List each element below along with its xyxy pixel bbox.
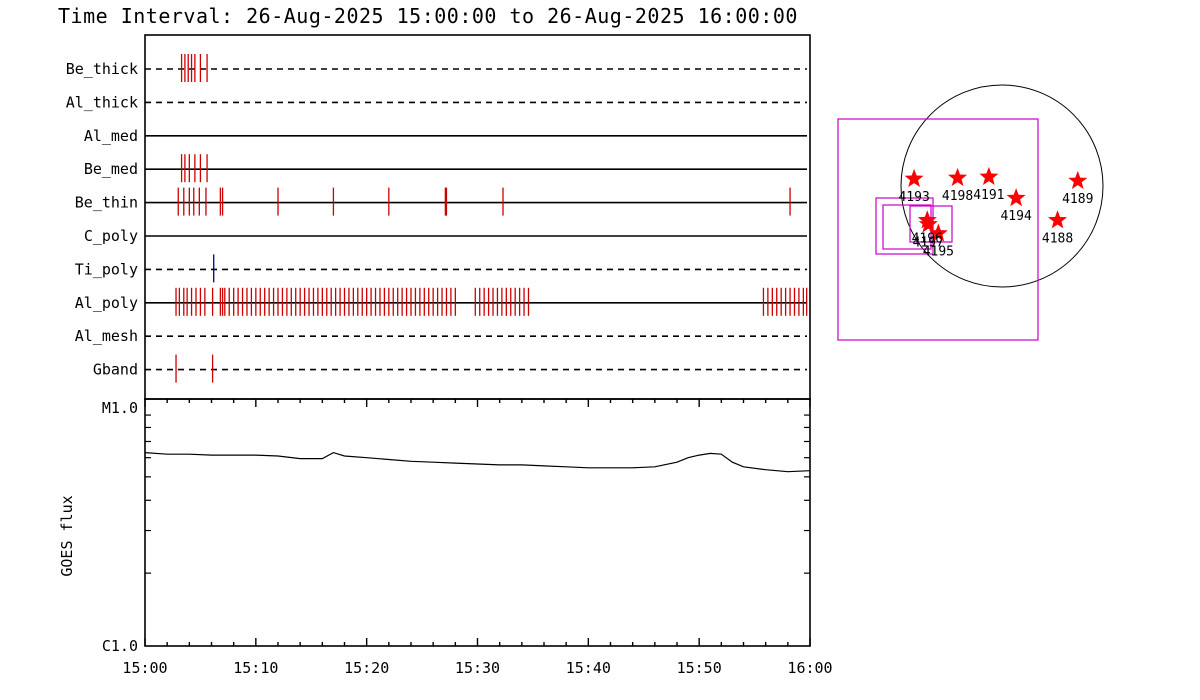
x-tick-label: 15:20	[344, 659, 389, 677]
filter-row-c_poly: C_poly	[84, 227, 807, 245]
active-region-star	[1048, 210, 1068, 229]
filter-row-be_thin: Be_thin	[75, 187, 807, 216]
filter-label: Be_thin	[75, 194, 138, 212]
active-region-star	[928, 223, 948, 242]
x-tick-label: 15:00	[122, 659, 167, 677]
filter-label: Al_thick	[66, 93, 138, 111]
filter-label: Gband	[93, 361, 138, 379]
filter-row-be_thick: Be_thick	[66, 54, 807, 82]
goes-x-tick-labels: 15:00 15:10 15:20 15:30 15:40 15:50 16:00	[122, 659, 832, 677]
goes-ymax-label: M1.0	[102, 399, 138, 417]
filter-row-al_med: Al_med	[84, 127, 807, 145]
x-tick-label: 15:40	[566, 659, 611, 677]
filter-label: Be_med	[84, 160, 138, 178]
filter-row-ti_poly: Ti_poly	[75, 254, 807, 283]
solar-disk-outline	[900, 84, 1104, 288]
goes-ylabel: GOES flux	[58, 495, 76, 576]
goes-ticks	[145, 414, 810, 574]
filter-row-gband: Gband	[93, 354, 807, 383]
goes-ymin-label: C1.0	[102, 637, 138, 655]
filter-label: Al_poly	[75, 294, 138, 312]
filter-timeline-panel: Be_thick Al_thick Al_med Be_med Be_thin C_pol…	[66, 34, 811, 646]
goes-panel: M1.0 C1.0 GOES flux 15:00 15:10 15:20 15:30…	[58, 398, 833, 677]
active-region-label: 4195	[923, 244, 954, 259]
active-region-label: 4198	[942, 189, 973, 204]
active-region-label: 4193	[898, 190, 929, 205]
active-region-label: 4194	[1000, 209, 1031, 224]
filter-rows: Be_thick Al_thick Al_med Be_med Be_thin C_pol…	[66, 54, 808, 383]
active-region-star	[904, 168, 924, 187]
active-region-label: 4189	[1062, 192, 1093, 207]
filter-row-al_mesh: Al_mesh	[75, 327, 807, 345]
active-region-label: 4196	[912, 231, 943, 246]
fov-box-small-3	[909, 205, 953, 243]
active-region-star	[917, 210, 937, 229]
filter-label: Ti_poly	[75, 260, 138, 278]
fov-box-large	[837, 118, 1039, 341]
filter-label: C_poly	[84, 227, 138, 245]
active-region-label: 4191	[973, 188, 1004, 203]
goes-frame	[144, 398, 811, 647]
timeline-ticks	[144, 399, 811, 646]
filter-row-be_med: Be_med	[84, 154, 807, 183]
plot-title: Time Interval: 26-Aug-2025 15:00:00 to 2…	[58, 4, 798, 28]
active-region-star	[948, 167, 968, 186]
filter-row-al_poly: Al_poly	[75, 287, 808, 316]
x-tick-label: 15:30	[455, 659, 500, 677]
timeline-frame	[144, 34, 811, 400]
filter-row-al_thick: Al_thick	[66, 93, 807, 111]
x-tick-label: 15:10	[233, 659, 278, 677]
fov-box-small-1	[875, 197, 934, 255]
active-region-label: 4188	[1042, 231, 1073, 246]
goes-flux-series	[144, 451, 811, 473]
filter-label: Be_thick	[66, 60, 138, 78]
x-tick-label: 16:00	[787, 659, 832, 677]
active-region-star	[1068, 170, 1088, 189]
active-region-star	[1006, 188, 1026, 207]
active-region-star	[979, 166, 999, 185]
x-tick-label: 15:50	[677, 659, 722, 677]
filter-label: Al_mesh	[75, 327, 138, 345]
filter-label: Al_med	[84, 127, 138, 145]
